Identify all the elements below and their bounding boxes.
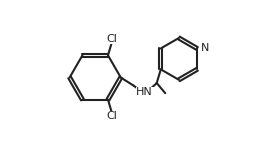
Text: Cl: Cl xyxy=(107,34,117,44)
Text: HN: HN xyxy=(136,87,153,97)
Text: N: N xyxy=(201,43,209,53)
Text: Cl: Cl xyxy=(107,111,117,121)
